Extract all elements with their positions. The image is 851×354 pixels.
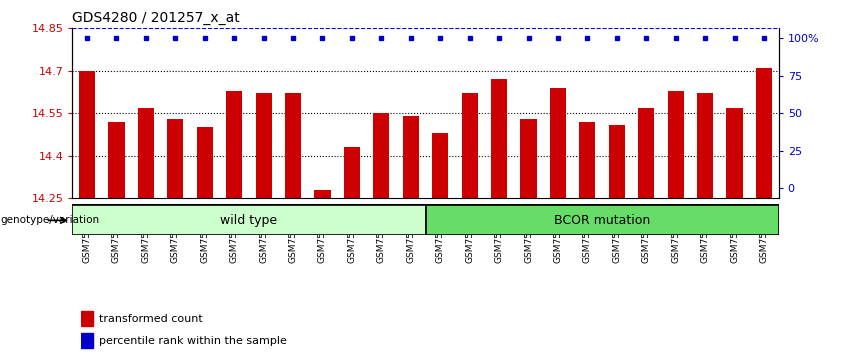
Bar	[461, 93, 477, 198]
Text: wild type: wild type	[220, 214, 277, 227]
Text: GDS4280 / 201257_x_at: GDS4280 / 201257_x_at	[72, 11, 240, 24]
Bar	[138, 108, 154, 198]
Bar	[197, 127, 213, 198]
Bar	[580, 122, 596, 198]
Bar	[81, 333, 93, 348]
Bar	[521, 119, 537, 198]
FancyBboxPatch shape	[72, 205, 426, 235]
Bar	[638, 108, 654, 198]
Bar	[374, 113, 390, 198]
Bar	[108, 122, 124, 198]
Text: BCOR mutation: BCOR mutation	[554, 214, 650, 227]
Bar	[255, 93, 271, 198]
Bar	[727, 108, 743, 198]
Bar	[756, 68, 772, 198]
Text: percentile rank within the sample: percentile rank within the sample	[99, 336, 287, 346]
Bar	[697, 93, 713, 198]
Bar	[314, 190, 330, 198]
Bar	[491, 79, 507, 198]
Text: genotype/variation: genotype/variation	[1, 215, 100, 225]
Bar	[226, 91, 243, 198]
Bar	[344, 147, 360, 198]
Bar	[168, 119, 184, 198]
Bar	[81, 312, 93, 326]
Text: transformed count: transformed count	[99, 314, 203, 324]
Bar	[608, 125, 625, 198]
Bar	[79, 71, 95, 198]
Bar	[550, 88, 566, 198]
Bar	[285, 93, 301, 198]
Bar	[667, 91, 683, 198]
Bar	[432, 133, 448, 198]
Bar	[403, 116, 419, 198]
FancyBboxPatch shape	[426, 205, 779, 235]
